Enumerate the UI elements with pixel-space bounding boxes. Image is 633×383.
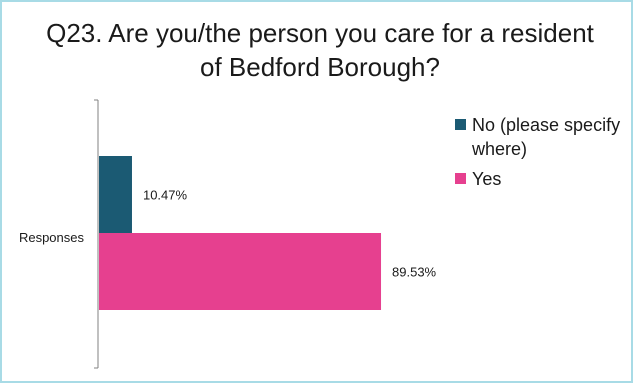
- legend: No (please specify where) Yes: [455, 113, 625, 197]
- data-label-yes: 89.53%: [392, 265, 437, 280]
- legend-item-yes: Yes: [455, 167, 625, 191]
- bar-no: [99, 156, 132, 233]
- chart-title: Q23. Are you/the person you care for a r…: [46, 18, 594, 82]
- legend-swatch-yes: [455, 173, 466, 184]
- legend-label-yes: Yes: [472, 169, 502, 189]
- data-label-no: 10.47%: [143, 188, 188, 203]
- bar-yes: [99, 233, 382, 310]
- bars-group: 10.47% 89.53%: [99, 156, 437, 310]
- legend-item-no: No (please specify where): [455, 113, 625, 161]
- category-label: Responses: [19, 230, 85, 245]
- legend-swatch-no: [455, 119, 466, 130]
- legend-label-no: No (please specify where): [472, 115, 621, 159]
